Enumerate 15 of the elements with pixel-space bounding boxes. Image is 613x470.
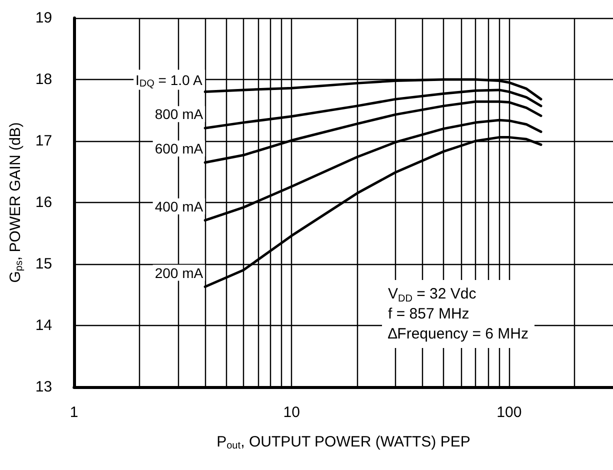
x-tick-label: 100 xyxy=(496,404,522,421)
x-tick-label: 1 xyxy=(70,404,78,421)
y-tick-label: 13 xyxy=(35,378,52,396)
y-axis-title: Gps, POWER GAIN (dB) xyxy=(7,122,25,283)
series-label: 800 mA xyxy=(154,106,204,122)
y-tick-label: 19 xyxy=(35,10,52,26)
y-tick-label: 14 xyxy=(35,317,52,334)
series-label: 600 mA xyxy=(154,140,204,157)
x-tick-label: 10 xyxy=(283,404,300,421)
y-tick-label: 18 xyxy=(35,71,52,88)
series-label: 200 mA xyxy=(154,264,204,281)
y-tick-label: 16 xyxy=(35,194,52,211)
y-tick-label: 15 xyxy=(35,256,52,272)
series-label: 400 mA xyxy=(154,198,204,214)
y-tick-label: 17 xyxy=(35,132,52,150)
